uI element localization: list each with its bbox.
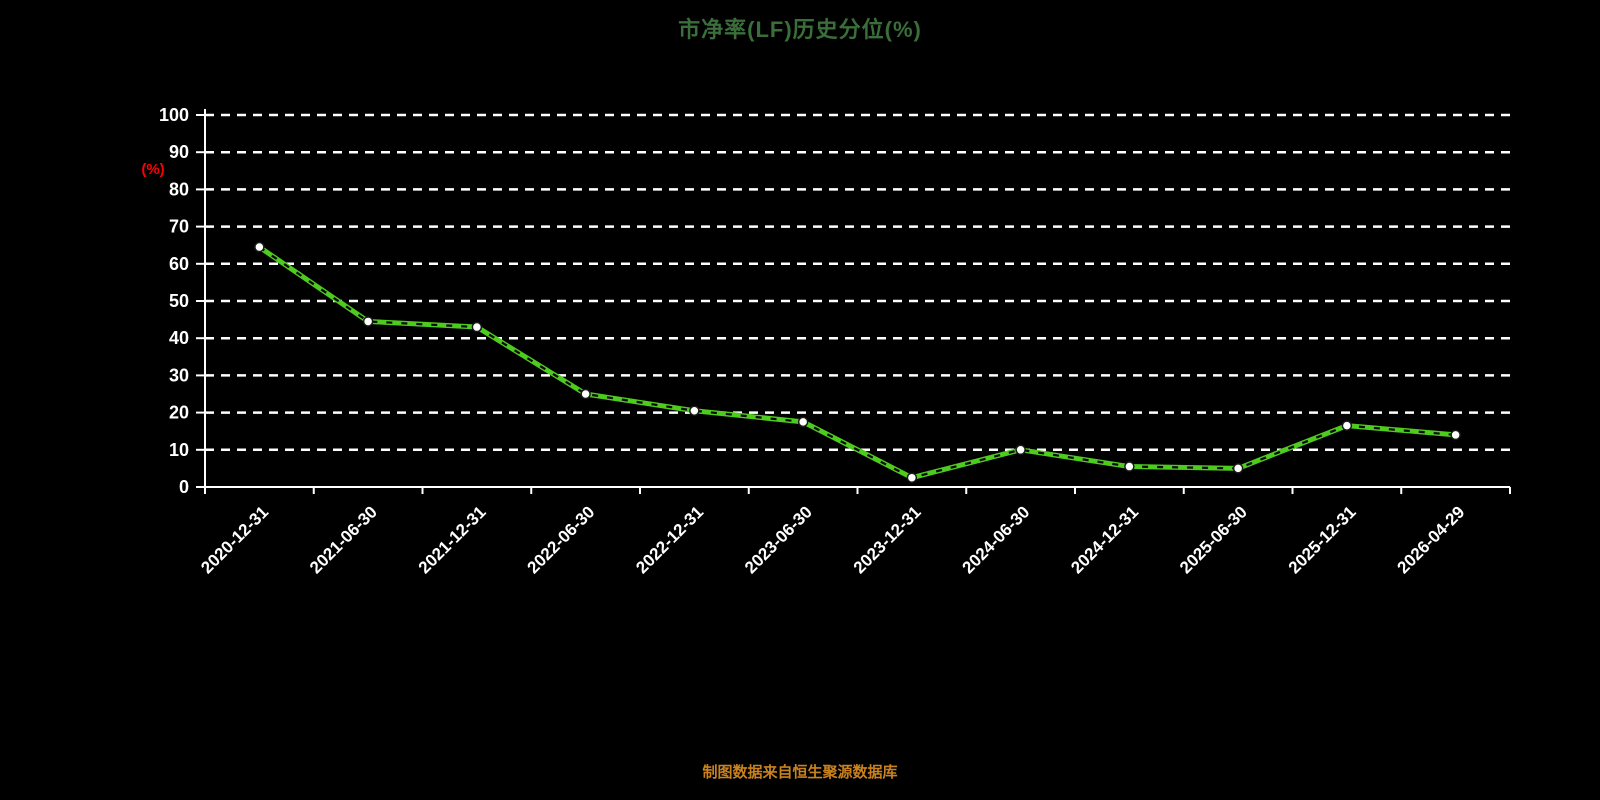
y-tick-label: 40: [169, 328, 189, 348]
series-line-dash-overlay: [258, 246, 1456, 479]
x-tick-label: 2023-12-31: [850, 502, 925, 577]
data-point-marker: [1124, 461, 1135, 472]
data-point-marker: [1015, 444, 1026, 456]
data-point-marker: [906, 472, 918, 483]
source-note: 制图数据来自恒生聚源数据库: [702, 764, 898, 781]
y-tick-label: 20: [169, 403, 189, 423]
data-point-marker: [797, 416, 809, 428]
data-point-marker: [689, 405, 700, 416]
series-line: [256, 244, 1459, 481]
y-tick-label: 100: [159, 105, 189, 125]
x-tick-label: 2024-12-31: [1067, 502, 1142, 577]
x-tick-label: 2026-04-29: [1394, 502, 1469, 577]
y-tick-label: 50: [169, 291, 189, 311]
x-tick-label: 2023-06-30: [741, 502, 816, 577]
y-tick-label: 10: [169, 440, 189, 460]
x-tick-label: 2021-12-31: [415, 502, 490, 577]
x-tick-label: 2022-06-30: [524, 502, 599, 577]
x-tick-label: 2025-06-30: [1176, 502, 1251, 577]
data-point-marker: [471, 321, 483, 333]
x-tick-label: 2020-12-31: [197, 502, 272, 577]
data-point-marker: [254, 241, 265, 253]
y-tick-label: 60: [169, 254, 189, 274]
y-tick-label: 80: [169, 179, 189, 199]
x-tick-label: 2021-06-30: [306, 502, 381, 577]
data-point-marker: [1450, 429, 1461, 441]
y-tick-label: 70: [169, 217, 189, 237]
data-point-marker: [1341, 420, 1353, 431]
data-point-marker: [362, 316, 374, 327]
y-tick-label: 0: [179, 477, 189, 497]
y-axis-unit-label: (%): [141, 161, 164, 178]
chart-title: 市净率(LF)历史分位(%): [678, 17, 922, 42]
x-tick-label: 2024-06-30: [959, 502, 1034, 577]
data-point-marker: [1232, 463, 1244, 474]
data-point-marker: [580, 388, 591, 400]
x-tick-label: 2025-12-31: [1285, 502, 1360, 577]
x-tick-label: 2022-12-31: [632, 502, 707, 577]
y-tick-label: 30: [169, 365, 189, 385]
y-tick-label: 90: [169, 142, 189, 162]
